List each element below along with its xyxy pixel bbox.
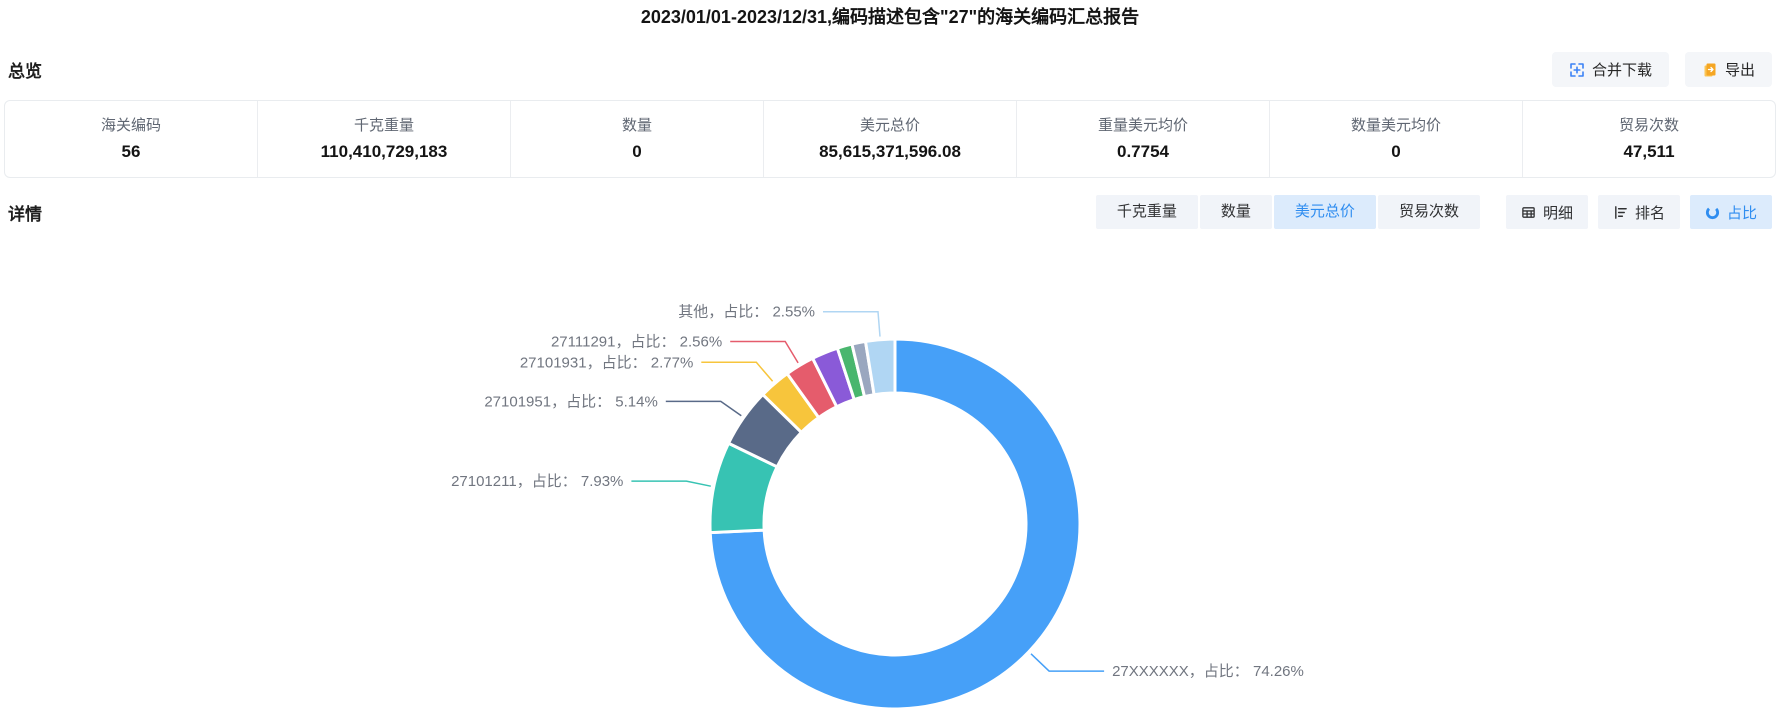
- view-tab-label: 明细: [1542, 204, 1573, 222]
- stat-value: 110,410,729,183: [320, 142, 448, 161]
- detail-heading: 详情: [8, 204, 42, 224]
- stat-column: 数量 0: [511, 101, 764, 177]
- page-title: 2023/01/01-2023/12/31,编码描述包含"27"的海关编码汇总报…: [640, 7, 1140, 27]
- stat-value: 47,511: [1623, 142, 1675, 161]
- view-tab-2[interactable]: 排名: [1597, 195, 1680, 229]
- stat-value: 0: [1391, 142, 1401, 161]
- stat-value: 0.7754: [1117, 142, 1169, 161]
- stat-column: 重量美元均价 0.7754: [1017, 101, 1270, 177]
- stat-label: 贸易次数: [1618, 117, 1679, 134]
- stat-label: 数量: [621, 117, 652, 134]
- stat-column: 美元总价 85,615,371,596.08: [764, 101, 1017, 177]
- view-tab-1[interactable]: 明细: [1505, 195, 1588, 229]
- label-leader-line: [823, 310, 881, 337]
- label-leader-line: [1030, 653, 1105, 672]
- view-tab-3[interactable]: 占比: [1689, 195, 1772, 229]
- stat-label: 数量美元均价: [1350, 117, 1441, 134]
- overview-actions: 合并下载 导出: [1551, 52, 1772, 87]
- merge-download-icon: [1569, 62, 1585, 78]
- stat-value: 0: [632, 142, 642, 161]
- metric-tab-1[interactable]: 千克重量: [1095, 195, 1198, 229]
- stat-label: 美元总价: [859, 117, 920, 134]
- overview-stats-card: 海关编码 56 千克重量 110,410,729,183 数量 0 美元总价 85,615,3…: [4, 100, 1776, 178]
- metric-tab-group: 千克重量 数量 美元总价 贸易次数: [1095, 195, 1480, 229]
- slice-label: 27XXXXXX，占比： 74.26%: [1112, 663, 1304, 680]
- pie-slice-27XXXXXX[interactable]: [708, 337, 1082, 711]
- overview-header: 总览 合并下载 导出: [0, 52, 1780, 87]
- pie-slice-其他[interactable]: [863, 337, 897, 397]
- export-icon: [1702, 62, 1718, 78]
- detail-header: 详情 千克重量 数量 美元总价 贸易次数 明细 排名 占比: [0, 195, 1780, 229]
- stat-column: 千克重量 110,410,729,183: [258, 101, 511, 177]
- view-tab-label: 排名: [1634, 204, 1665, 222]
- metric-tab-3[interactable]: 美元总价: [1273, 195, 1376, 229]
- label-leader-line: [631, 480, 711, 487]
- stat-column: 贸易次数 47,511: [1523, 101, 1775, 177]
- slice-label: 27101931，占比： 2.77%: [520, 354, 693, 371]
- export-label: 导出: [1724, 62, 1755, 79]
- table-icon: [1521, 205, 1536, 220]
- stat-label: 千克重量: [353, 117, 414, 134]
- stat-value: 56: [121, 142, 141, 161]
- label-leader-line: [665, 400, 742, 417]
- slice-label: 27111291，占比： 2.56%: [551, 334, 722, 351]
- merge-download-button[interactable]: 合并下载: [1551, 52, 1669, 87]
- label-leader-line: [730, 340, 799, 364]
- slice-label: 其他，占比： 2.55%: [678, 304, 815, 321]
- pie-icon: [1705, 205, 1720, 220]
- donut-chart-svg: 27XXXXXX，占比： 74.26% 27101211，占比： 7.93% 271…: [451, 304, 1304, 711]
- label-leader-line: [701, 361, 774, 382]
- detail-tabs: 千克重量 数量 美元总价 贸易次数 明细 排名 占比: [1095, 195, 1772, 229]
- donut-chart: 27XXXXXX，占比： 74.26% 27101211，占比： 7.93% 271…: [0, 240, 1780, 717]
- metric-tab-2[interactable]: 数量: [1199, 195, 1272, 229]
- stat-label: 海关编码: [100, 117, 161, 134]
- rank-icon: [1613, 205, 1628, 220]
- overview-heading: 总览: [8, 62, 42, 81]
- slice-label: 27101951，占比： 5.14%: [484, 393, 657, 410]
- stat-column: 数量美元均价 0: [1270, 101, 1523, 177]
- view-tab-label: 占比: [1726, 204, 1757, 222]
- export-button[interactable]: 导出: [1684, 52, 1772, 87]
- metric-tab-4[interactable]: 贸易次数: [1377, 195, 1480, 229]
- stat-value: 85,615,371,596.08: [819, 142, 961, 161]
- slice-label: 27101211，占比： 7.93%: [451, 473, 623, 490]
- merge-download-label: 合并下载: [1591, 62, 1652, 79]
- view-tab-group: 明细 排名 占比: [1505, 195, 1772, 229]
- stat-column: 海关编码 56: [5, 101, 258, 177]
- stat-label: 重量美元均价: [1097, 117, 1188, 134]
